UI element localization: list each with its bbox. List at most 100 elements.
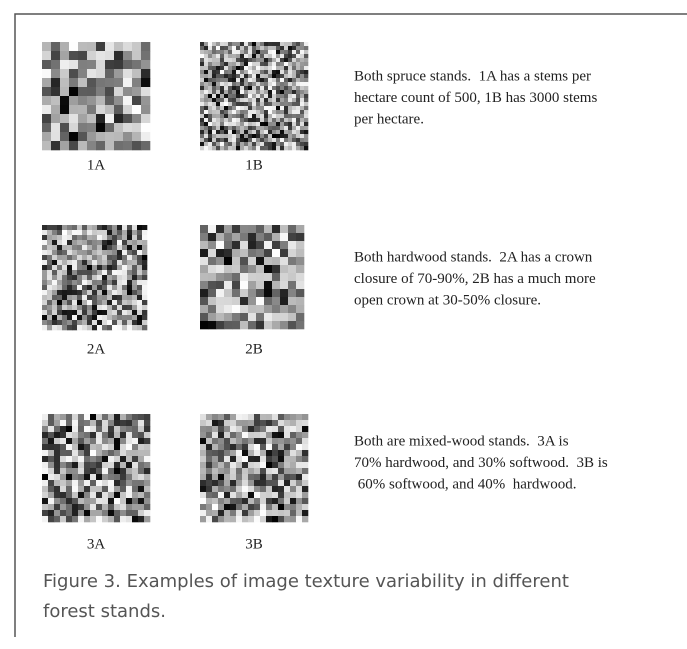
texture-cell xyxy=(260,90,264,94)
texture-cell xyxy=(220,114,224,118)
texture-cell xyxy=(72,300,77,305)
texture-cell xyxy=(244,86,248,90)
texture-cell xyxy=(212,146,216,150)
texture-cell xyxy=(97,225,102,230)
texture-cell xyxy=(248,130,252,134)
texture-cell xyxy=(260,146,264,150)
texture-cell xyxy=(248,420,254,426)
texture-cell xyxy=(117,275,122,280)
texture-cell xyxy=(272,257,280,265)
texture-cell xyxy=(122,280,127,285)
texture-cell xyxy=(266,420,272,426)
texture-cell xyxy=(280,130,284,134)
texture-cell xyxy=(224,138,228,142)
texture-cell xyxy=(256,70,260,74)
texture-cell xyxy=(304,46,308,50)
texture-cell xyxy=(264,74,268,78)
texture-cell xyxy=(256,130,260,134)
texture-cell xyxy=(107,305,112,310)
texture-cell xyxy=(296,114,300,118)
texture-cell xyxy=(304,78,308,82)
texture-cell xyxy=(232,58,236,62)
texture-cell xyxy=(87,265,92,270)
texture-cell xyxy=(260,138,264,142)
texture-cell xyxy=(290,414,296,420)
texture-cell xyxy=(206,486,212,492)
texture-cell xyxy=(244,130,248,134)
texture-cell xyxy=(107,300,112,305)
texture-cell xyxy=(200,54,204,58)
texture-cell xyxy=(90,474,96,480)
texture-cell xyxy=(292,82,296,86)
texture-cell xyxy=(117,260,122,265)
texture-cell xyxy=(230,468,236,474)
texture-cell xyxy=(252,62,256,66)
texture-cell xyxy=(280,54,284,58)
texture-cell xyxy=(254,456,260,462)
texture-cell xyxy=(240,54,244,58)
texture-cell xyxy=(102,300,107,305)
texture-cell xyxy=(120,426,126,432)
texture-cell xyxy=(224,90,228,94)
texture-cell xyxy=(276,54,280,58)
texture-cell xyxy=(108,432,114,438)
texture-cell xyxy=(268,118,272,122)
texture-cell xyxy=(48,420,54,426)
texture-cell xyxy=(268,134,272,138)
texture-cell xyxy=(82,275,87,280)
texture-cell xyxy=(114,480,120,486)
texture-cell xyxy=(52,235,57,240)
texture-cell xyxy=(96,450,102,456)
texture-cell xyxy=(254,444,260,450)
texture-cell xyxy=(84,462,90,468)
texture-cell xyxy=(252,142,256,146)
texture-cell xyxy=(296,498,302,504)
texture-cell xyxy=(292,102,296,106)
texture-cell xyxy=(224,102,228,106)
texture-cell xyxy=(248,414,254,420)
texture-cell xyxy=(264,46,268,50)
texture-cell xyxy=(204,86,208,90)
texture-cell xyxy=(232,146,236,150)
texture-cell xyxy=(200,492,206,498)
texture-cell xyxy=(144,450,150,456)
texture-cell xyxy=(62,290,67,295)
texture-cell xyxy=(272,498,278,504)
texture-cell xyxy=(212,118,216,122)
texture-cell xyxy=(292,70,296,74)
texture-cell xyxy=(254,516,260,522)
texture-cell xyxy=(292,90,296,94)
texture-cell xyxy=(54,480,60,486)
texture-cell xyxy=(218,438,224,444)
texture-cell xyxy=(117,300,122,305)
texture-cell xyxy=(132,315,137,320)
texture-cell xyxy=(266,450,272,456)
texture-cell xyxy=(292,134,296,138)
texture-cell xyxy=(92,270,97,275)
texture-cell xyxy=(304,70,308,74)
texture-cell xyxy=(260,510,266,516)
texture-cell xyxy=(224,146,228,150)
texture-cell xyxy=(248,66,252,70)
texture-cell xyxy=(232,66,236,70)
texture-cell xyxy=(264,273,272,281)
texture-cell xyxy=(224,474,230,480)
panel-label: 2B xyxy=(245,341,263,357)
texture-cell xyxy=(72,456,78,462)
texture-cell xyxy=(292,50,296,54)
texture-cell xyxy=(272,114,276,118)
texture-cell xyxy=(82,270,87,275)
texture-cell xyxy=(212,498,218,504)
texture-cell xyxy=(288,233,296,241)
texture-cell xyxy=(137,250,142,255)
texture-cell xyxy=(90,468,96,474)
texture-cell xyxy=(228,126,232,130)
texture-cell xyxy=(127,280,132,285)
texture-cell xyxy=(112,250,117,255)
texture-cell xyxy=(254,420,260,426)
texture-cell xyxy=(141,141,150,150)
texture-cell xyxy=(96,141,105,150)
texture-cell xyxy=(264,122,268,126)
texture-cell xyxy=(87,295,92,300)
texture-cell xyxy=(82,320,87,325)
